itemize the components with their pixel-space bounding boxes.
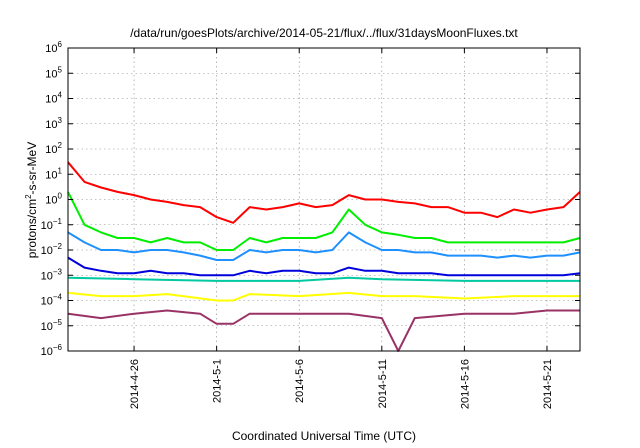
y-tick-exponent: −6 bbox=[53, 343, 63, 352]
y-tick-exponent: 3 bbox=[58, 116, 63, 125]
y-tick-base: 10 bbox=[45, 119, 57, 131]
grid-layer bbox=[68, 48, 580, 351]
y-tick-exponent: −3 bbox=[53, 267, 63, 276]
series-line-6 bbox=[67, 291, 580, 302]
y-tick-label: 101 bbox=[45, 166, 62, 181]
x-axis-label: Coordinated Universal Time (UTC) bbox=[232, 429, 416, 443]
series-line-2 bbox=[67, 191, 581, 251]
series-line-1 bbox=[67, 161, 581, 224]
y-tick-label: 10−5 bbox=[41, 318, 63, 333]
y-tick-base: 10 bbox=[45, 43, 57, 55]
x-tick-label: 2014-5-6 bbox=[294, 359, 306, 403]
y-tick-base: 10 bbox=[41, 321, 53, 333]
y-axis-label: protons/cm2-s-sr-MeV bbox=[24, 142, 39, 258]
y-tick-exponent: 4 bbox=[58, 91, 63, 100]
y-tick-label: 102 bbox=[45, 141, 62, 156]
y-tick-base: 10 bbox=[45, 94, 57, 106]
x-tick-label: 2014-5-11 bbox=[377, 359, 389, 408]
x-tick-label: 2014-5-1 bbox=[212, 359, 224, 403]
y-tick-base: 10 bbox=[41, 270, 53, 282]
y-tick-base: 10 bbox=[41, 346, 53, 358]
series-line-4 bbox=[67, 256, 581, 277]
y-tick-base: 10 bbox=[45, 169, 57, 181]
x-tick-label: 2014-4-26 bbox=[129, 359, 141, 409]
ticks-layer: 10−610−510−410−310−210−11001011021031041… bbox=[41, 40, 580, 409]
y-tick-base: 10 bbox=[45, 144, 57, 156]
y-axis-label-sup: 2 bbox=[24, 194, 33, 199]
y-tick-base: 10 bbox=[41, 296, 53, 308]
y-tick-exponent: 0 bbox=[58, 192, 63, 201]
y-tick-exponent: −1 bbox=[53, 217, 63, 226]
y-tick-label: 10−6 bbox=[41, 343, 63, 358]
series-line-3 bbox=[67, 231, 581, 261]
y-tick-exponent: 1 bbox=[58, 166, 63, 175]
y-tick-exponent: −4 bbox=[53, 293, 63, 302]
y-tick-label: 100 bbox=[45, 192, 62, 207]
plot-frame bbox=[67, 47, 581, 352]
y-tick-label: 104 bbox=[45, 91, 62, 106]
y-tick-base: 10 bbox=[45, 68, 57, 80]
y-tick-label: 10−4 bbox=[41, 293, 63, 308]
x-tick-label: 2014-5-21 bbox=[542, 359, 554, 409]
y-axis-label-rest: -s-sr-MeV bbox=[25, 142, 39, 195]
series-layer bbox=[67, 161, 581, 352]
y-axis-label-base: protons/cm bbox=[25, 199, 39, 258]
y-tick-label: 106 bbox=[45, 40, 62, 55]
y-tick-exponent: 5 bbox=[58, 65, 63, 74]
y-tick-exponent: −2 bbox=[53, 242, 63, 251]
y-tick-base: 10 bbox=[41, 220, 53, 232]
y-tick-label: 103 bbox=[45, 116, 62, 131]
x-tick-label: 2014-5-16 bbox=[459, 359, 471, 409]
y-tick-label: 10−2 bbox=[41, 242, 63, 257]
series-line-5 bbox=[67, 276, 580, 282]
y-tick-label: 105 bbox=[45, 65, 62, 80]
y-tick-label: 10−3 bbox=[41, 267, 63, 282]
y-tick-exponent: −5 bbox=[53, 318, 63, 327]
y-tick-label: 10−1 bbox=[41, 217, 63, 232]
y-tick-base: 10 bbox=[45, 195, 57, 207]
series-line-7 bbox=[67, 309, 580, 352]
y-tick-base: 10 bbox=[41, 245, 53, 257]
chart-title: /data/run/goesPlots/archive/2014-05-21/f… bbox=[130, 26, 518, 40]
y-tick-exponent: 2 bbox=[58, 141, 63, 150]
y-tick-exponent: 6 bbox=[58, 40, 63, 49]
